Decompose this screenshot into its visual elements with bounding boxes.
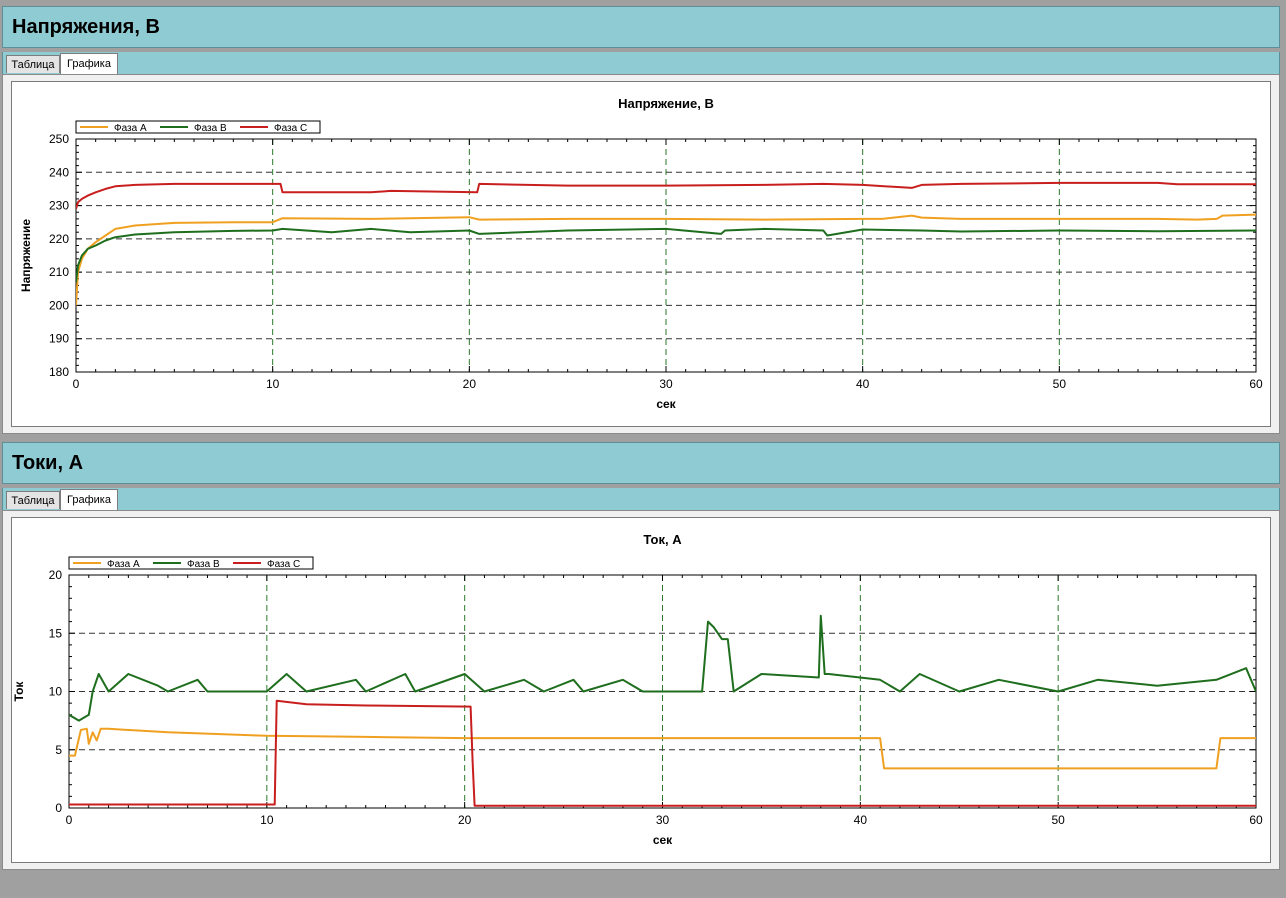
voltage-tab-graphics[interactable]: Графика [60, 53, 118, 74]
x-tick-label: 0 [66, 813, 73, 827]
y-tick-label: 0 [55, 801, 62, 815]
legend-label-1: Фаза А [114, 123, 147, 134]
y-tick-label: 230 [49, 199, 69, 213]
x-tick-label: 10 [260, 813, 274, 827]
x-tick-label: 40 [854, 813, 868, 827]
y-tick-label: 10 [49, 685, 63, 699]
y-tick-label: 15 [49, 626, 63, 640]
x-tick-label: 50 [1051, 813, 1065, 827]
y-axis-label: Ток [12, 681, 26, 702]
x-axis-label: сек [656, 397, 676, 411]
x-tick-label: 30 [659, 377, 673, 391]
voltage-chart: Напряжение, В 0 10 20 30 40 50 60 180 190 200 210 22… [19, 96, 1263, 411]
voltage-section-header: Напряжения, В [2, 6, 1280, 48]
chart-title: Ток, А [643, 532, 682, 547]
current-section-title: Токи, А [12, 451, 84, 474]
voltage-chart-box: Напряжение, В 0 10 20 30 40 50 60 180 190 200 210 22… [11, 81, 1271, 427]
series-line-3 [69, 699, 1256, 807]
voltage-section-title: Напряжения, В [12, 15, 160, 38]
x-tick-label: 50 [1053, 377, 1067, 391]
voltage-tab-table[interactable]: Таблица [6, 55, 60, 73]
y-tick-label: 250 [49, 132, 69, 146]
y-tick-label: 210 [49, 265, 69, 279]
x-tick-label: 60 [1249, 377, 1263, 391]
series-line-1 [69, 727, 1256, 770]
legend-label-2: Фаза В [194, 123, 227, 134]
x-tick-label: 20 [463, 377, 477, 391]
x-tick-label: 20 [458, 813, 472, 827]
current-chart-box: Ток, А 0 10 20 30 40 50 60 0 5 10 15 20 сек Ток Фаза А Ф… [11, 517, 1271, 863]
y-tick-label: 220 [49, 232, 69, 246]
y-tick-label: 5 [55, 743, 62, 757]
x-axis-label: сек [653, 833, 673, 847]
chart-title: Напряжение, В [618, 96, 714, 111]
x-tick-label: 60 [1249, 813, 1263, 827]
x-tick-label: 10 [266, 377, 280, 391]
series-line-3 [76, 181, 1256, 210]
series-line-2 [69, 614, 1256, 722]
current-tab-graphics[interactable]: Графика [60, 489, 118, 510]
current-tab-table[interactable]: Таблица [6, 491, 60, 509]
current-panel: Ток, А 0 10 20 30 40 50 60 0 5 10 15 20 сек Ток Фаза А Ф… [2, 510, 1280, 870]
legend-box [75, 120, 321, 134]
legend-label-3: Фаза С [267, 559, 300, 570]
legend-label-3: Фаза С [274, 123, 307, 134]
legend-label-2: Фаза В [187, 559, 220, 570]
voltage-tabstrip: Таблица Графика [2, 52, 1280, 74]
x-tick-label: 0 [73, 377, 80, 391]
x-tick-label: 30 [656, 813, 670, 827]
current-tabstrip: Таблица Графика [2, 488, 1280, 510]
legend-box [68, 556, 314, 570]
y-tick-label: 190 [49, 332, 69, 346]
current-section-header: Токи, А [2, 442, 1280, 484]
y-tick-label: 20 [49, 568, 63, 582]
current-chart: Ток, А 0 10 20 30 40 50 60 0 5 10 15 20 сек Ток Фаза А Ф… [12, 532, 1263, 847]
voltage-panel: Напряжение, В 0 10 20 30 40 50 60 180 190 200 210 22… [2, 74, 1280, 434]
y-tick-label: 200 [49, 298, 69, 312]
series-line-2 [76, 227, 1256, 283]
legend-label-1: Фаза А [107, 559, 140, 570]
x-tick-label: 40 [856, 377, 870, 391]
y-tick-label: 180 [49, 365, 69, 379]
y-tick-label: 240 [49, 165, 69, 179]
y-axis-label: Напряжение [19, 219, 33, 292]
series-line-1 [76, 213, 1256, 306]
